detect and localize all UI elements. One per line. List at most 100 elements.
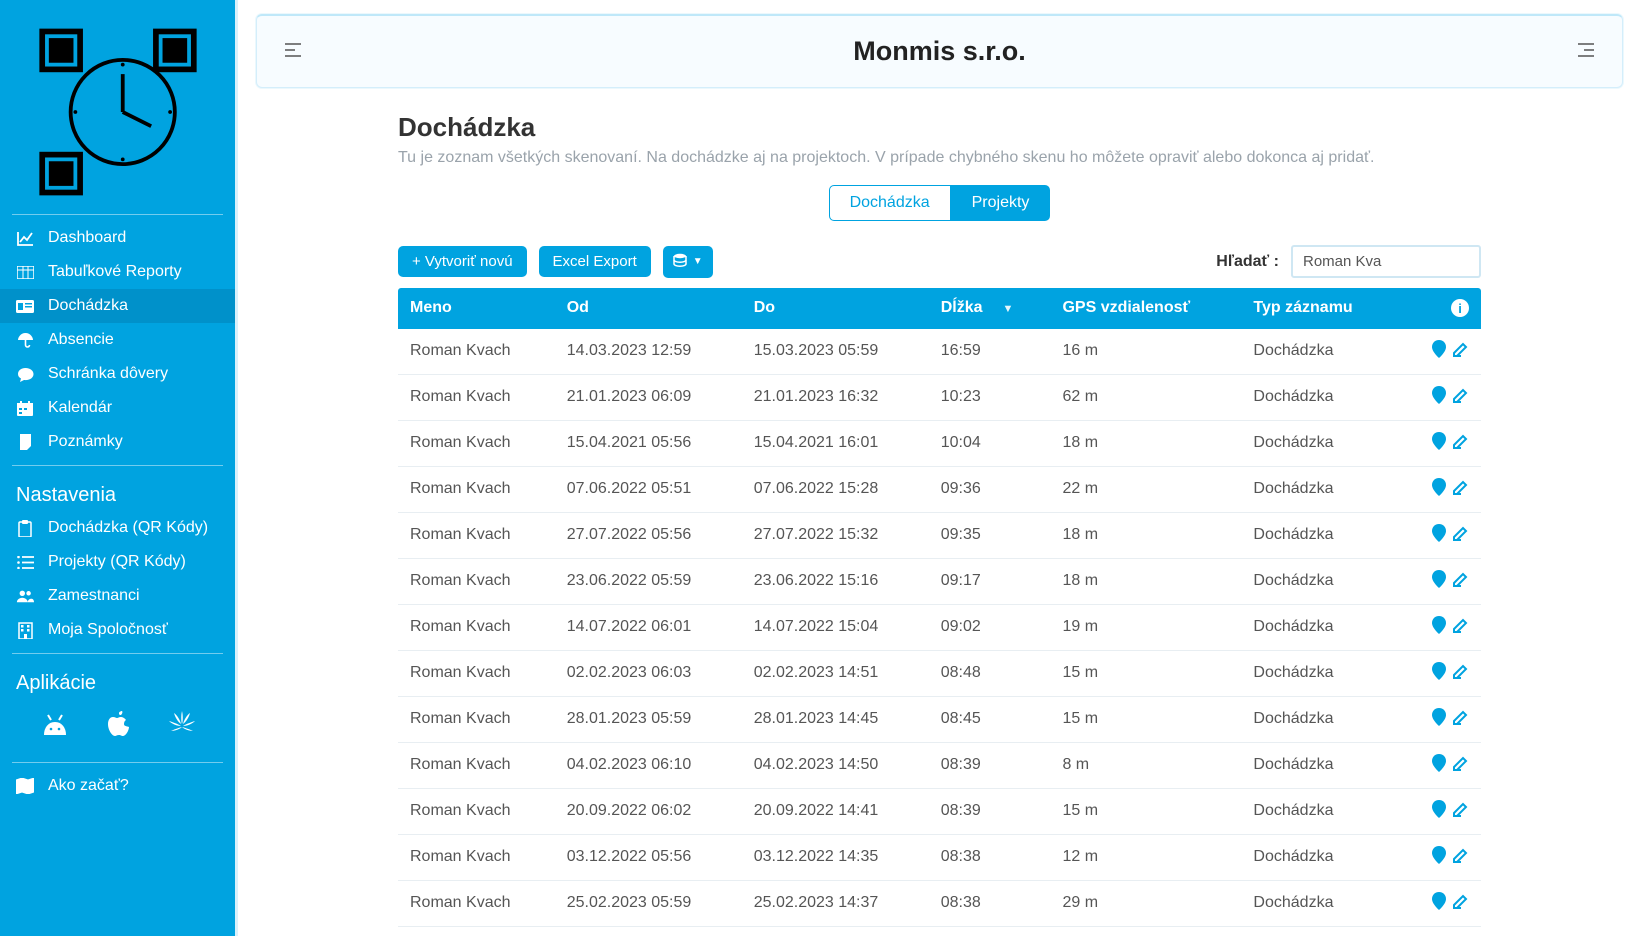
table-row: Roman Kvach14.07.2022 06:0114.07.2022 15… — [398, 604, 1481, 650]
cell-actions — [1397, 604, 1481, 650]
location-icon[interactable] — [1432, 388, 1446, 408]
location-icon[interactable] — [1432, 342, 1446, 362]
sidebar-item-moja-spolo-nos-[interactable]: Moja Spoločnosť — [0, 613, 235, 647]
company-title: Monmis s.r.o. — [853, 36, 1026, 67]
sidebar-item-tabu-kov-reporty[interactable]: Tabuľkové Reporty — [0, 255, 235, 289]
cell-typ: Dochádzka — [1241, 329, 1396, 375]
calendar-icon — [16, 401, 34, 416]
cell-actions — [1397, 329, 1481, 375]
col-d-ka[interactable]: Dĺžka▼ — [929, 288, 1051, 329]
edit-icon[interactable] — [1452, 342, 1469, 362]
cell-actions — [1397, 512, 1481, 558]
edit-icon[interactable] — [1452, 526, 1469, 546]
location-icon[interactable] — [1432, 572, 1446, 592]
sidebar-item-schr-nka-d-very[interactable]: Schránka dôvery — [0, 357, 235, 391]
sidebar-item-label: Schránka dôvery — [48, 365, 168, 383]
edit-icon[interactable] — [1452, 710, 1469, 730]
cell-meno: Roman Kvach — [398, 329, 555, 375]
sidebar-item-help[interactable]: Ako začať? — [0, 769, 235, 803]
location-icon[interactable] — [1432, 802, 1446, 822]
tab-attendance[interactable]: Dochádzka — [829, 185, 951, 221]
location-icon[interactable] — [1432, 664, 1446, 684]
sidebar-item-kalend-r[interactable]: Kalendár — [0, 391, 235, 425]
info-icon[interactable]: i — [1451, 299, 1469, 317]
cell-od: 25.02.2023 05:59 — [555, 880, 742, 926]
menu-toggle-right-icon[interactable] — [1578, 41, 1594, 62]
huawei-icon[interactable] — [168, 711, 196, 744]
edit-icon[interactable] — [1452, 848, 1469, 868]
sidebar-item-doch-dzka-qr-k-dy-[interactable]: Dochádzka (QR Kódy) — [0, 511, 235, 545]
edit-icon[interactable] — [1452, 480, 1469, 500]
sidebar-item-zamestnanci[interactable]: Zamestnanci — [0, 579, 235, 613]
edit-icon[interactable] — [1452, 434, 1469, 454]
table-row: Roman Kvach03.12.2022 05:5603.12.2022 14… — [398, 834, 1481, 880]
location-icon[interactable] — [1432, 526, 1446, 546]
cell-od: 07.06.2022 05:51 — [555, 466, 742, 512]
cell-do: 04.02.2023 14:50 — [742, 742, 929, 788]
edit-icon[interactable] — [1452, 618, 1469, 638]
sidebar-item-absencie[interactable]: Absencie — [0, 323, 235, 357]
location-icon[interactable] — [1432, 848, 1446, 868]
cell-meno: Roman Kvach — [398, 466, 555, 512]
edit-icon[interactable] — [1452, 572, 1469, 592]
location-icon[interactable] — [1432, 618, 1446, 638]
location-icon[interactable] — [1432, 434, 1446, 454]
col-typ-z-znamu[interactable]: Typ záznamu — [1241, 288, 1396, 329]
search-input[interactable] — [1291, 245, 1481, 278]
cell-actions — [1397, 696, 1481, 742]
segmented-control: Dochádzka Projekty — [398, 185, 1481, 221]
apple-icon[interactable] — [108, 711, 130, 744]
cell-gps: 18 m — [1050, 512, 1241, 558]
cell-typ: Dochádzka — [1241, 374, 1396, 420]
location-icon[interactable] — [1432, 894, 1446, 914]
data-menu-button[interactable]: ▼ — [663, 246, 713, 278]
cell-gps: 62 m — [1050, 374, 1241, 420]
edit-icon[interactable] — [1452, 664, 1469, 684]
col-do[interactable]: Do — [742, 288, 929, 329]
tab-projects[interactable]: Projekty — [951, 185, 1051, 221]
cell-typ: Dochádzka — [1241, 880, 1396, 926]
nav-main: DashboardTabuľkové ReportyDochádzkaAbsen… — [0, 221, 235, 459]
chevron-down-icon: ▼ — [693, 256, 703, 267]
sidebar-item-doch-dzka[interactable]: Dochádzka — [0, 289, 235, 323]
cell-do: 25.02.2023 14:37 — [742, 880, 929, 926]
cell-typ: Dochádzka — [1241, 696, 1396, 742]
cell-dlzka: 16:59 — [929, 329, 1051, 375]
cell-od: 14.03.2023 12:59 — [555, 329, 742, 375]
menu-toggle-left-icon[interactable] — [285, 41, 301, 62]
col-meno[interactable]: Meno — [398, 288, 555, 329]
sidebar-item-projekty-qr-k-dy-[interactable]: Projekty (QR Kódy) — [0, 545, 235, 579]
cell-dlzka: 10:23 — [929, 374, 1051, 420]
cell-meno: Roman Kvach — [398, 788, 555, 834]
attendance-table: MenoOdDoDĺžka▼GPS vzdialenosťTyp záznamu… — [398, 288, 1481, 927]
cell-actions — [1397, 834, 1481, 880]
cell-meno: Roman Kvach — [398, 696, 555, 742]
sidebar-item-pozn-mky[interactable]: Poznámky — [0, 425, 235, 459]
edit-icon[interactable] — [1452, 388, 1469, 408]
page-subtitle: Tu je zoznam všetkých skenovaní. Na doch… — [398, 149, 1481, 167]
location-icon[interactable] — [1432, 710, 1446, 730]
edit-icon[interactable] — [1452, 802, 1469, 822]
cell-typ: Dochádzka — [1241, 650, 1396, 696]
cell-do: 15.03.2023 05:59 — [742, 329, 929, 375]
edit-icon[interactable] — [1452, 894, 1469, 914]
edit-icon[interactable] — [1452, 756, 1469, 776]
cell-gps: 12 m — [1050, 834, 1241, 880]
sidebar-item-dashboard[interactable]: Dashboard — [0, 221, 235, 255]
cell-do: 15.04.2021 16:01 — [742, 420, 929, 466]
col-od[interactable]: Od — [555, 288, 742, 329]
cell-meno: Roman Kvach — [398, 650, 555, 696]
cell-gps: 22 m — [1050, 466, 1241, 512]
cell-do: 23.06.2022 15:16 — [742, 558, 929, 604]
excel-export-button[interactable]: Excel Export — [539, 246, 651, 277]
cell-typ: Dochádzka — [1241, 466, 1396, 512]
cell-od: 28.01.2023 05:59 — [555, 696, 742, 742]
cell-do: 20.09.2022 14:41 — [742, 788, 929, 834]
search-label: Hľadať : — [1216, 253, 1279, 271]
android-icon[interactable] — [40, 711, 70, 744]
location-icon[interactable] — [1432, 756, 1446, 776]
cell-gps: 8 m — [1050, 742, 1241, 788]
col-gps-vzdialenos-[interactable]: GPS vzdialenosť — [1050, 288, 1241, 329]
location-icon[interactable] — [1432, 480, 1446, 500]
create-button[interactable]: + Vytvoriť novú — [398, 246, 527, 277]
